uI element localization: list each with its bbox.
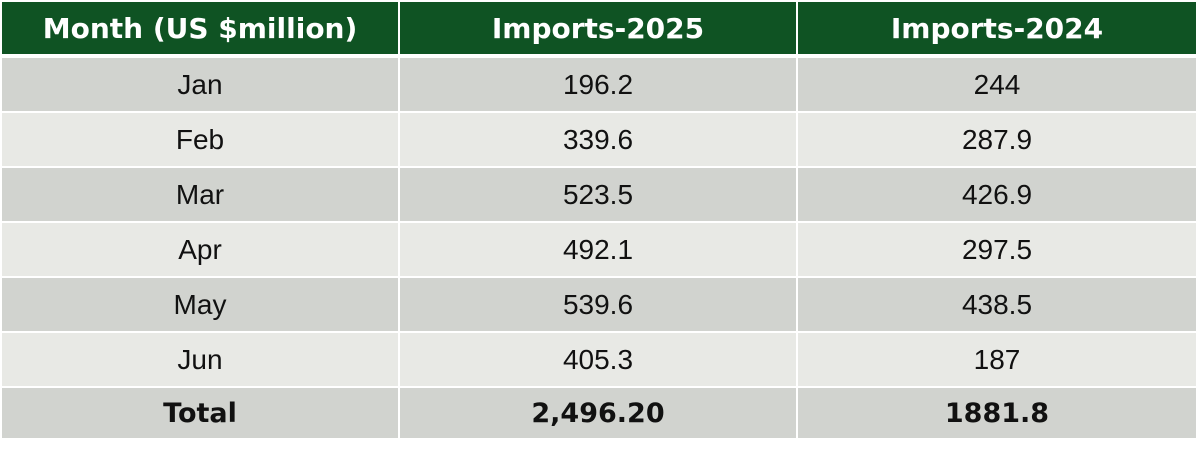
cell-imports-2024: 438.5: [798, 278, 1196, 333]
imports-table: Month (US $million) Imports-2025 Imports…: [2, 2, 1196, 440]
header-month: Month (US $million): [2, 2, 400, 58]
cell-month: Mar: [2, 168, 400, 223]
cell-imports-2024: 297.5: [798, 223, 1196, 278]
total-imports-2025: 2,496.20: [400, 388, 798, 440]
table-row: Apr 492.1 297.5: [2, 223, 1196, 278]
cell-month: May: [2, 278, 400, 333]
cell-month: Jan: [2, 58, 400, 113]
cell-month: Feb: [2, 113, 400, 168]
header-imports-2025: Imports-2025: [400, 2, 798, 58]
cell-imports-2025: 492.1: [400, 223, 798, 278]
total-imports-2024: 1881.8: [798, 388, 1196, 440]
cell-imports-2024: 287.9: [798, 113, 1196, 168]
cell-month: Apr: [2, 223, 400, 278]
table-row: Feb 339.6 287.9: [2, 113, 1196, 168]
table-row: May 539.6 438.5: [2, 278, 1196, 333]
cell-imports-2024: 187: [798, 333, 1196, 388]
header-row: Month (US $million) Imports-2025 Imports…: [2, 2, 1196, 58]
header-imports-2024: Imports-2024: [798, 2, 1196, 58]
cell-imports-2025: 405.3: [400, 333, 798, 388]
table-row: Jun 405.3 187: [2, 333, 1196, 388]
table-row: Mar 523.5 426.9: [2, 168, 1196, 223]
table-row: Jan 196.2 244: [2, 58, 1196, 113]
table-header: Month (US $million) Imports-2025 Imports…: [2, 2, 1196, 58]
cell-imports-2025: 523.5: [400, 168, 798, 223]
cell-imports-2025: 539.6: [400, 278, 798, 333]
total-row: Total 2,496.20 1881.8: [2, 388, 1196, 440]
table-body: Jan 196.2 244 Feb 339.6 287.9 Mar 523.5 …: [2, 58, 1196, 440]
cell-imports-2024: 426.9: [798, 168, 1196, 223]
cell-imports-2025: 339.6: [400, 113, 798, 168]
cell-month: Jun: [2, 333, 400, 388]
cell-imports-2025: 196.2: [400, 58, 798, 113]
cell-imports-2024: 244: [798, 58, 1196, 113]
total-label: Total: [2, 388, 400, 440]
